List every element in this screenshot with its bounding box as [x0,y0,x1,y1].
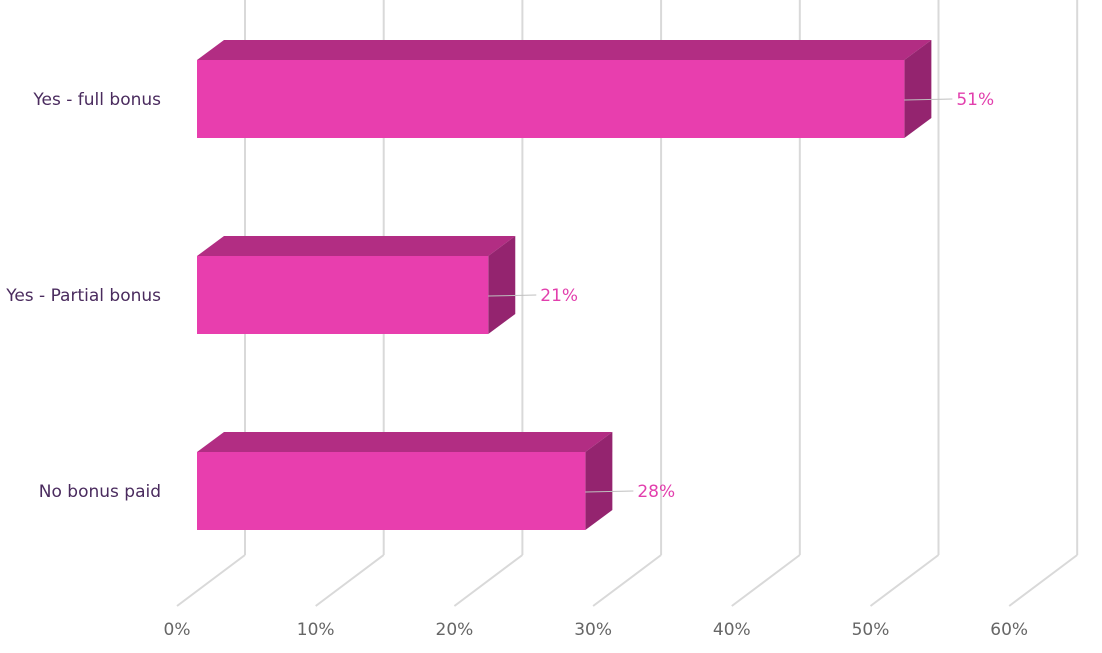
x-tick-label: 50% [852,620,890,640]
bar-top-face [197,236,516,256]
gridline-floor [176,554,246,607]
bar-side-face [488,236,516,334]
gridline-floor [869,554,940,607]
bar [197,452,586,530]
x-tick-label: 40% [713,620,751,640]
gridline-floor [1008,554,1078,607]
data-label-leader [488,294,537,297]
gridline-floor [731,554,801,607]
x-tick-label: 30% [574,620,612,640]
bar-top-face [197,40,932,60]
data-label: 21% [540,286,578,306]
labels-layer: 0% 10% 20% 30% 40% 50% 60% 51% Yes - full bonus 2… [5,90,1028,640]
x-tick-label: 20% [436,620,474,640]
bars-layer [197,40,932,530]
data-label: 51% [956,90,994,110]
category-label: Yes - Partial bonus [5,286,161,306]
x-tick-label: 10% [297,620,335,640]
data-label-leader [585,490,634,493]
x-tick-label: 0% [164,620,191,640]
gridline-floor [592,554,662,607]
bar [197,256,489,334]
x-tick-label: 60% [990,620,1028,640]
bar-top-face [197,432,613,452]
bar [197,60,905,138]
bar-side-face [904,40,932,138]
data-label: 28% [637,482,675,502]
bar-side-face [585,432,613,530]
category-label: Yes - full bonus [32,90,161,110]
data-label-leader [904,98,953,101]
gridline-floor [315,554,385,607]
gridline-floor [453,554,524,607]
category-label: No bonus paid [39,482,161,502]
